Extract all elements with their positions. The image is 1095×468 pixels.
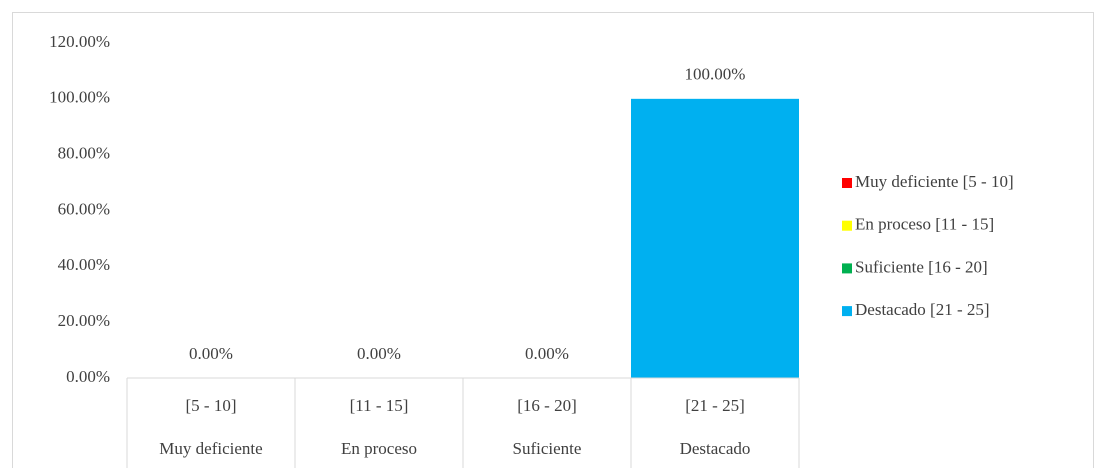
- legend-label: En proceso [11 - 15]: [855, 215, 994, 234]
- x-group-label: En proceso: [341, 439, 417, 458]
- data-label: 0.00%: [525, 344, 569, 363]
- legend-label: Suficiente [16 - 20]: [855, 257, 988, 276]
- x-group-label: Destacado: [680, 439, 751, 458]
- data-label: 0.00%: [357, 344, 401, 363]
- legend-label: Muy deficiente [5 - 10]: [855, 172, 1014, 191]
- x-tick-label: [11 - 15]: [350, 396, 409, 415]
- legend-swatch: [842, 220, 852, 231]
- chart-border: [12, 12, 1094, 468]
- y-tick-label: 120.00%: [49, 32, 110, 51]
- data-label: 100.00%: [685, 65, 746, 84]
- legend-swatch: [842, 178, 852, 188]
- x-tick-label: [16 - 20]: [517, 396, 576, 415]
- y-tick-label: 80.00%: [58, 144, 110, 163]
- x-tick-label: [5 - 10]: [186, 396, 237, 415]
- y-tick-label: 40.00%: [58, 255, 110, 274]
- data-label: 0.00%: [189, 344, 233, 363]
- y-tick-label: 0.00%: [66, 367, 110, 386]
- legend-swatch: [842, 263, 852, 274]
- x-group-label: Muy deficiente: [159, 439, 262, 458]
- x-tick-label: [21 - 25]: [685, 396, 744, 415]
- y-tick-label: 100.00%: [49, 88, 110, 107]
- legend-swatch: [842, 306, 852, 317]
- legend-label: Destacado [21 - 25]: [855, 300, 990, 319]
- x-group-label: Suficiente: [513, 439, 582, 458]
- y-tick-label: 20.00%: [58, 311, 110, 330]
- y-tick-label: 60.00%: [58, 199, 110, 218]
- bar: [631, 98, 799, 378]
